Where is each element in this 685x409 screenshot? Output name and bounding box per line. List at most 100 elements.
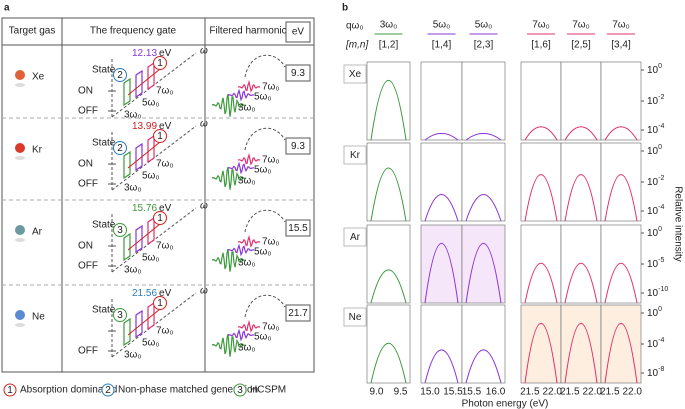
- plot-cell: [461, 304, 506, 384]
- x-tick-label: 15.5: [462, 387, 482, 398]
- energy: 13.99 eV: [132, 121, 172, 132]
- gate-harmonic: 5ω₀: [142, 171, 160, 182]
- tick-exponent: -2: [658, 175, 664, 182]
- arrow: [127, 219, 166, 251]
- on-label: ON: [78, 86, 93, 97]
- column-mn: [2,5]: [571, 40, 591, 51]
- pulse: [227, 243, 255, 257]
- gate: [135, 69, 143, 99]
- spectrum: [465, 242, 502, 304]
- circle-marker: [153, 211, 167, 225]
- plot-cell: [366, 61, 411, 141]
- tick-exponent: 0: [658, 144, 662, 151]
- q-label: qω₀: [346, 21, 364, 32]
- tick-exponent: -4: [658, 337, 664, 344]
- plot-cell: [420, 304, 463, 384]
- circle-number: 1: [157, 58, 163, 69]
- x-tick-label: 21.5: [520, 387, 540, 398]
- column-harmonic: 7ω₀: [612, 20, 630, 31]
- arrow: [127, 64, 166, 96]
- circle-marker: [113, 223, 127, 237]
- legend-text: Non-phase matched generation: [118, 385, 258, 396]
- plot-cell: [420, 224, 463, 304]
- column-harmonic: 5ω₀: [433, 20, 451, 31]
- on-label: ON: [78, 241, 93, 252]
- y-tick-label: 100: [647, 226, 662, 239]
- tick-exponent: -4: [658, 204, 664, 211]
- circle-marker: [113, 68, 127, 82]
- spectrum: [370, 79, 407, 141]
- pulse-harmonic: 3ω₀: [238, 103, 256, 114]
- gate: [123, 317, 131, 347]
- filtered-box: [285, 304, 311, 322]
- header: Target gas: [9, 26, 56, 37]
- circle-marker: [153, 129, 167, 143]
- y-tick-label: 10-5: [647, 257, 664, 270]
- state-label: State: [92, 220, 116, 231]
- plot-cell: [366, 224, 411, 304]
- plot-cell: [420, 61, 463, 141]
- pulse-harmonic: 7ω₀: [262, 322, 280, 333]
- pulse: [211, 333, 247, 357]
- dashed-arrow: [244, 127, 286, 151]
- pulse-harmonic: 5ω₀: [254, 92, 272, 103]
- energy: 12.13 eV: [132, 48, 172, 59]
- tick-base: 10: [647, 65, 659, 76]
- circle-number: 1: [157, 213, 163, 224]
- plot-cell: [560, 61, 602, 141]
- y-tick-label: 10-2: [647, 175, 664, 188]
- arrow: [127, 304, 166, 336]
- panel-label: a: [4, 3, 10, 14]
- panel-label: b: [342, 3, 348, 14]
- state-label: State: [92, 65, 116, 76]
- y-axis-title: Relative intensity: [672, 186, 683, 262]
- off-label: OFF: [78, 179, 98, 190]
- energy-value: 13.99: [132, 121, 157, 132]
- tick-exponent: -4: [658, 123, 664, 130]
- plot-cell: [520, 304, 562, 384]
- column-mn: [1,4]: [432, 40, 452, 51]
- spectrum: [524, 322, 558, 384]
- energy-unit: eV: [159, 48, 172, 59]
- filtered-value: 9.3: [291, 141, 305, 152]
- spectrum: [524, 263, 558, 304]
- gas-icon-shadow: [15, 238, 25, 242]
- y-tick-label: 100: [647, 306, 662, 319]
- spectrum: [604, 174, 638, 222]
- spectrum: [370, 343, 407, 384]
- y-tick-label: 10-8: [647, 366, 664, 379]
- x-axis-title: Photon energy (eV): [462, 399, 549, 409]
- x-tick-label: 21.5: [600, 387, 620, 398]
- tick-exponent: -2: [658, 94, 664, 101]
- gas-icon-shadow: [15, 83, 25, 87]
- gas-name: Kr: [32, 145, 43, 156]
- pulse-harmonic: 3ω₀: [238, 258, 256, 269]
- x-tick-label: 9.0: [370, 387, 384, 398]
- pulse: [211, 93, 247, 117]
- plot-cell: [600, 304, 642, 384]
- spectrum: [465, 132, 502, 141]
- x-tick-label: 22.0: [542, 387, 562, 398]
- spectrum: [604, 126, 638, 141]
- tick-base: 10: [647, 339, 659, 350]
- spectrum: [424, 242, 459, 304]
- spectrum: [370, 167, 407, 222]
- pulse: [237, 79, 261, 93]
- gate: [135, 309, 143, 339]
- gas-name: Ne: [32, 312, 45, 323]
- filtered-box: [285, 219, 311, 237]
- spectrum: [424, 349, 459, 384]
- unit-box: [285, 21, 311, 43]
- plot-cell: [520, 61, 562, 141]
- gas-box: [343, 227, 367, 247]
- header: eV: [292, 27, 305, 38]
- spectrum: [604, 263, 638, 304]
- gas-icon: [15, 310, 25, 320]
- panel-a-frame: [1, 17, 315, 373]
- pulse-harmonic: 5ω₀: [254, 165, 272, 176]
- gate-harmonic: 7ω₀: [156, 159, 174, 170]
- gas-name: Kr: [350, 150, 361, 161]
- column-mn: [2,3]: [474, 40, 494, 51]
- y-tick-label: 10-10: [647, 286, 668, 299]
